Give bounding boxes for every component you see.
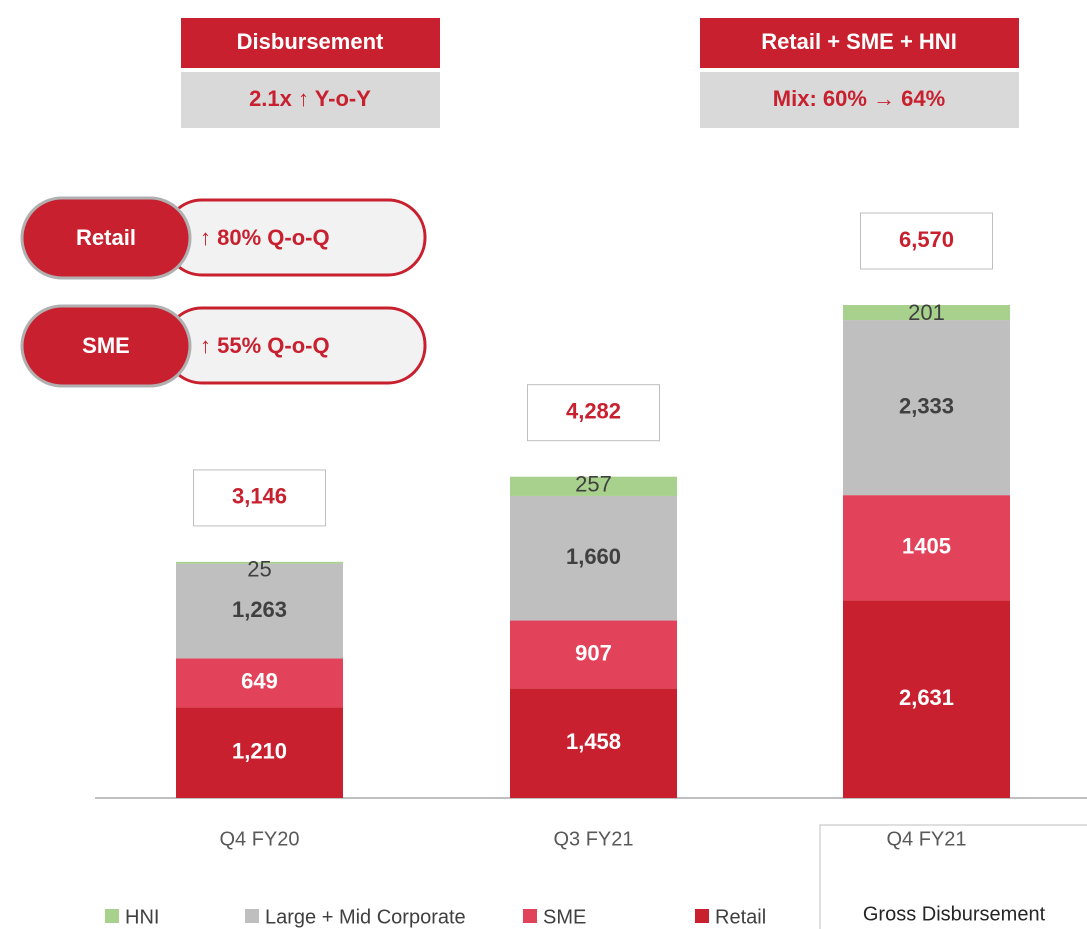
bar-segment: [510, 495, 677, 621]
data-label: 1,210: [232, 738, 287, 763]
bar-segment: [843, 600, 1010, 798]
x-tick-label: Q4 FY20: [219, 828, 299, 850]
note: Gross Disbursement: [863, 903, 1046, 925]
data-label: 1,660: [566, 544, 621, 569]
data-label: 2,631: [899, 685, 954, 710]
pill-label-box: [20, 304, 192, 388]
data-label: 1405: [902, 534, 951, 559]
pill-label-box: [20, 196, 192, 280]
total-box: [860, 212, 993, 270]
header-detail: 2.1x ↑ Y-o-Y: [249, 86, 371, 111]
bar-segment: [510, 476, 677, 496]
bar-segment: [176, 658, 343, 708]
data-label: 25: [247, 557, 271, 582]
data-label: 1,263: [232, 597, 287, 622]
bar-segment: [176, 563, 343, 659]
total-label: 4,282: [566, 398, 621, 423]
header-title: Disbursement: [237, 29, 384, 54]
data-label: 201: [908, 300, 945, 325]
data-label: 649: [241, 669, 278, 694]
legend-label: Large + Mid Corporate: [265, 906, 466, 928]
bar-segment: [510, 620, 677, 689]
note-box: [819, 824, 1087, 929]
legend-label: Retail: [715, 906, 766, 928]
legend-label: HNI: [125, 906, 159, 928]
bar-segment: [510, 688, 677, 798]
pill-label: Retail: [76, 225, 136, 250]
bar-segment: [843, 495, 1010, 601]
legend-label: SME: [543, 906, 586, 928]
total-label: 3,146: [232, 484, 287, 509]
pill-text: ↑ 80% Q-o-Q: [200, 225, 330, 250]
legend-swatch: [695, 909, 709, 923]
data-label: 1,458: [566, 729, 621, 754]
data-label: 907: [575, 640, 612, 665]
bar-segment: [843, 305, 1010, 321]
data-label: 2,333: [899, 393, 954, 418]
bar-segment: [176, 561, 343, 564]
bar-segment: [843, 320, 1010, 496]
x-tick-label: Q4 FY21: [886, 828, 966, 850]
header-detail-box: [181, 72, 440, 128]
pill-text: ↑ 55% Q-o-Q: [200, 333, 330, 358]
bar-segment: [176, 707, 343, 798]
header-detail-box: [700, 72, 1019, 128]
total-label: 6,570: [899, 227, 954, 252]
data-label: 257: [575, 471, 612, 496]
header-detail: Mix: 60% → 64%: [773, 86, 945, 111]
legend-swatch: [105, 909, 119, 923]
x-tick-label: Q3 FY21: [553, 828, 633, 850]
legend-swatch: [523, 909, 537, 923]
header-title: Retail + SME + HNI: [761, 29, 957, 54]
legend-swatch: [245, 909, 259, 923]
header-box: [700, 18, 1019, 68]
pill-label: SME: [82, 333, 130, 358]
header-box: [181, 18, 440, 68]
total-box: [527, 384, 660, 442]
total-box: [193, 469, 326, 527]
